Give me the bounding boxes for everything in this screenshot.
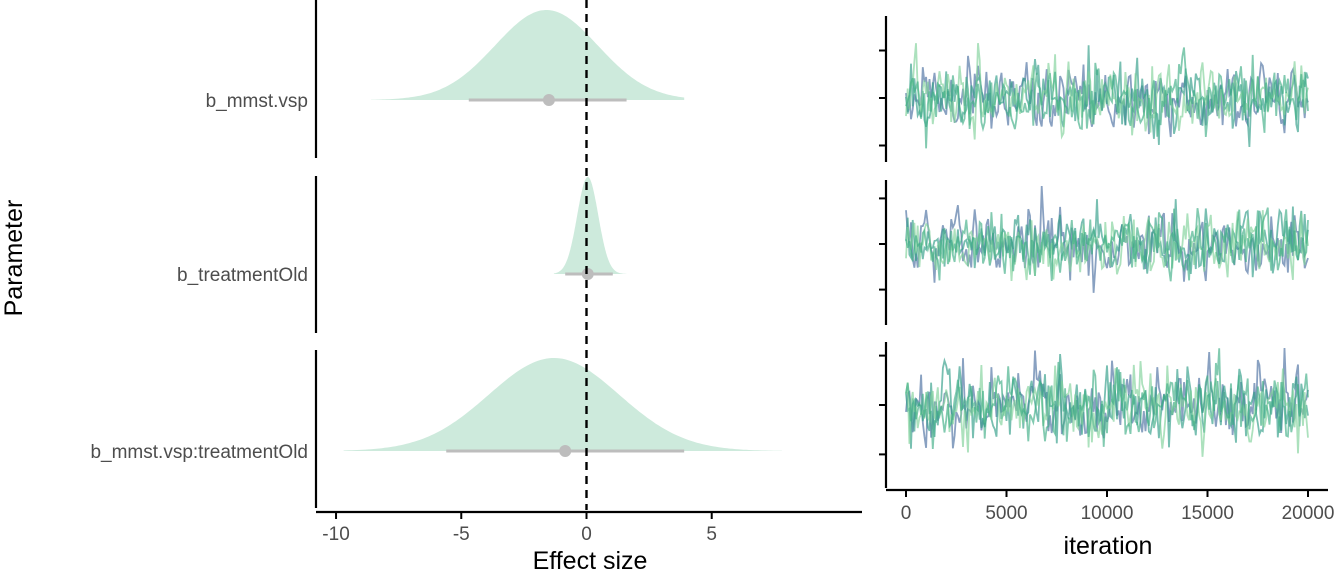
density-ridge bbox=[371, 10, 685, 100]
trace-plot-panel: 0 5000 10000 15000 20000 bbox=[879, 16, 1334, 524]
trace-x-tick-label: 10000 bbox=[1081, 503, 1134, 524]
trace-x-tick-label: 20000 bbox=[1282, 503, 1335, 524]
median-point bbox=[581, 268, 594, 280]
median-point bbox=[559, 445, 572, 457]
parameter-label: b_mmst.vsp:treatmentOld bbox=[90, 442, 308, 463]
x-tick-label: 0 bbox=[581, 524, 592, 545]
x-tick-label: -10 bbox=[322, 524, 349, 545]
trace-x-tick-label: 15000 bbox=[1181, 503, 1234, 524]
x-axis-title-effect-size: Effect size bbox=[533, 547, 648, 575]
mcmc-chain-line bbox=[905, 45, 1309, 148]
mcmc-chain-line bbox=[905, 207, 1309, 282]
mcmc-chain-line bbox=[905, 47, 1309, 149]
density-ridge bbox=[553, 177, 627, 274]
posterior-density-panel: -10 -5 0 5 b_mmst.vsp b_treatmentOld b_mmst.vs… bbox=[90, 0, 862, 545]
median-point bbox=[542, 94, 555, 106]
trace-x-tick-label: 5000 bbox=[985, 503, 1027, 524]
x-tick-label: -5 bbox=[453, 524, 470, 545]
y-axis-title: Parameter bbox=[0, 200, 28, 317]
density-ridge bbox=[343, 358, 782, 451]
mcmc-chain-line bbox=[905, 354, 1309, 449]
x-tick-label: 5 bbox=[706, 524, 717, 545]
parameter-label: b_mmst.vsp bbox=[206, 91, 308, 112]
x-axis-title-iteration: iteration bbox=[1064, 532, 1153, 560]
trace-x-tick-label: 0 bbox=[901, 503, 912, 524]
parameter-label: b_treatmentOld bbox=[177, 265, 308, 286]
mcmc-chain-line bbox=[905, 348, 1309, 450]
